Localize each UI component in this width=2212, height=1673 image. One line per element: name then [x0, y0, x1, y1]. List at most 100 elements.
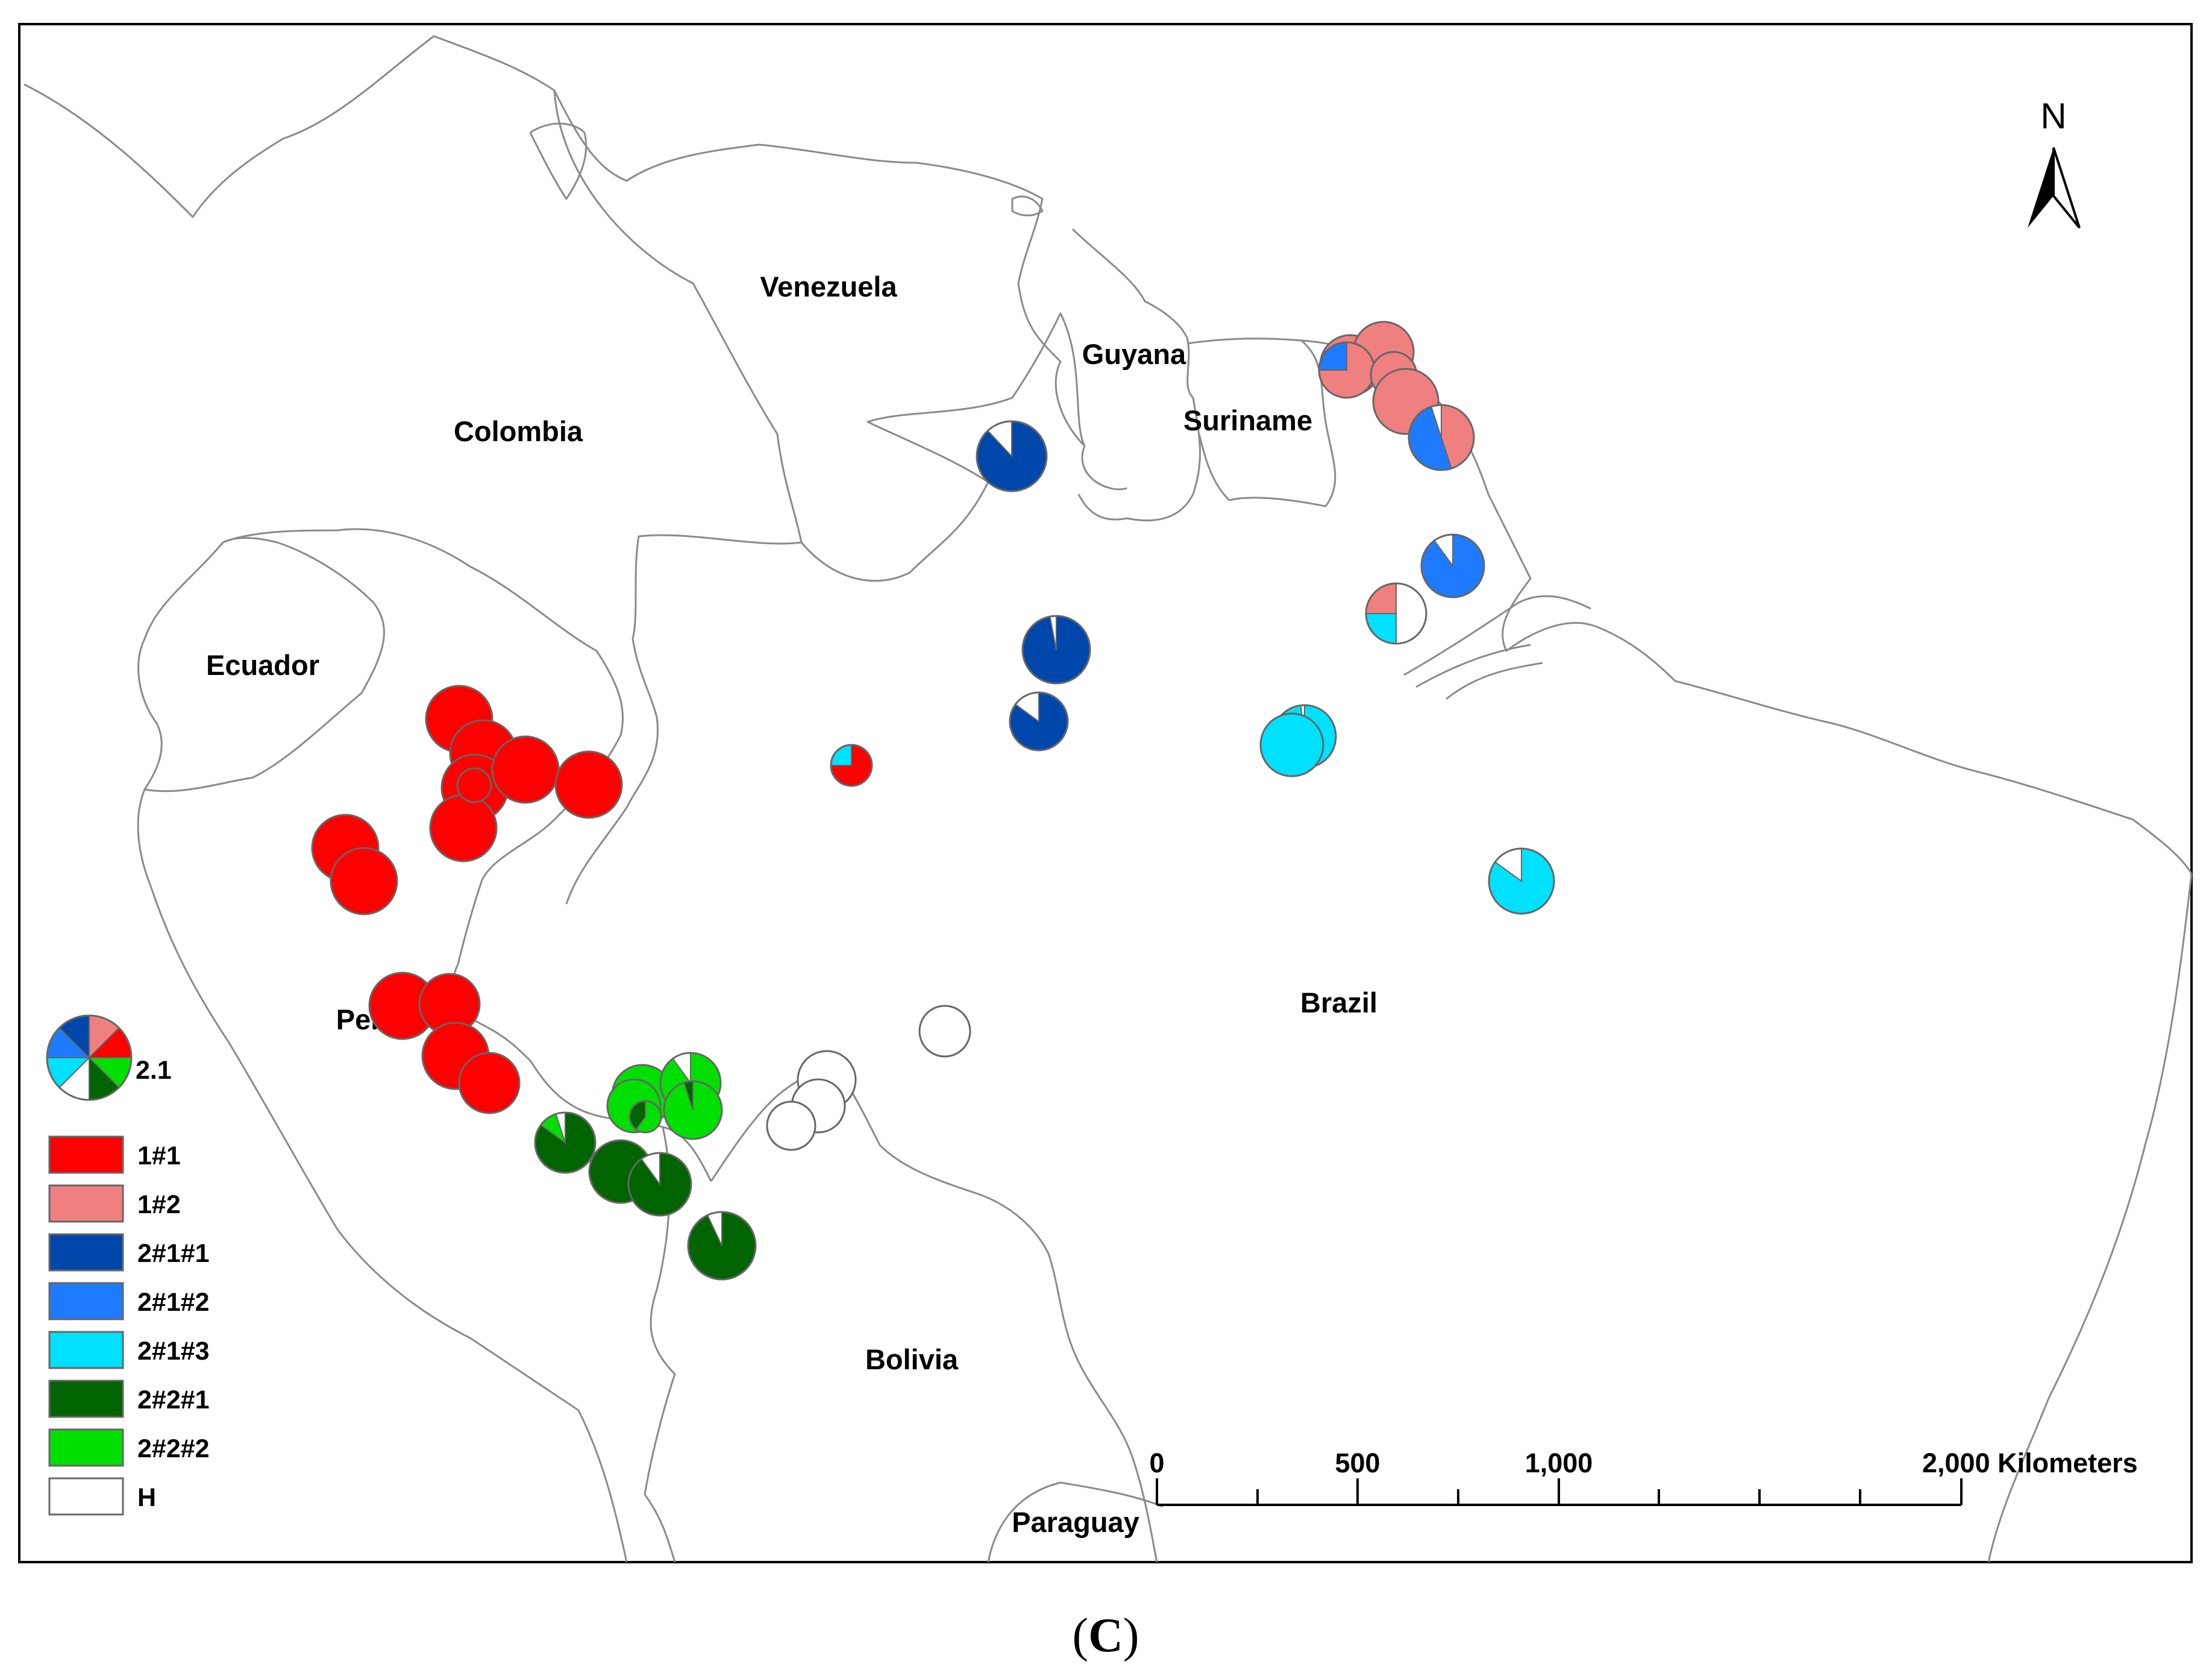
haplogroup-pie [429, 794, 498, 862]
north-arrow-right-half [2052, 147, 2081, 229]
ecuador-border [137, 537, 385, 793]
colombia-venezuela-border [553, 90, 803, 639]
haplogroup-pie [687, 1211, 757, 1281]
scale-label-1000: 1,000 [1525, 1448, 1593, 1478]
haplogroup-pie [830, 744, 873, 787]
pie-outline [976, 420, 1048, 492]
amazon-delta [1403, 595, 1591, 700]
pie-outline [1488, 847, 1555, 915]
legend-label: 2#1#2 [137, 1288, 210, 1317]
suriname-border [1186, 337, 1336, 507]
panel-label-close: ) [1123, 1609, 1139, 1662]
legend-sample-outline [46, 1014, 133, 1101]
scale-label-2000: 2,000 Kilometers [1922, 1448, 2138, 1478]
legend-sample-pie [46, 1014, 133, 1101]
pie-slice [429, 794, 498, 862]
haplogroup-pie [976, 420, 1048, 492]
legend-swatch [48, 1184, 124, 1223]
pacific-coastline [137, 789, 579, 1411]
pie-outline [663, 1080, 723, 1140]
caribbean-coastline [23, 35, 1044, 284]
panel-label-letter: C [1088, 1609, 1123, 1662]
haplogroup-pie [1420, 533, 1485, 598]
country-label-venezuela: Venezuela [760, 271, 897, 303]
pie-slice [1259, 712, 1324, 777]
legend-label: 2#1#3 [137, 1337, 210, 1366]
southern-borders [577, 1410, 676, 1563]
pie-slice [491, 735, 560, 804]
haplogroup-pie [1488, 847, 1555, 915]
legend-label: 1#2 [137, 1190, 181, 1219]
haplogroup-pie [491, 735, 560, 804]
country-label-ecuador: Ecuador [206, 649, 319, 681]
haplogroup-pie [627, 1152, 692, 1217]
colombia-peru-border [222, 528, 624, 965]
haplogroup-pie [1408, 404, 1475, 471]
haplogroup-pie [1365, 582, 1427, 645]
haplogroup-pie [330, 847, 398, 915]
legend: 2.1 1#1 1#2 2#1#1 2#1#2 2#1#3 2#2#1 2#2#2 H [46, 1014, 210, 1516]
pie-outline [628, 1100, 662, 1134]
atlantic-coastline-north [1301, 339, 2193, 874]
atlantic-coastline-east [1987, 873, 2193, 1563]
country-label-guyana: Guyana [1082, 338, 1186, 370]
guyana-border [1017, 228, 1201, 522]
haplogroup-pie [918, 1005, 971, 1058]
legend-items: 1#1 1#2 2#1#1 2#1#2 2#1#3 2#2#1 2#2#2 H [48, 1135, 210, 1516]
haplogroup-pie [554, 750, 623, 819]
pie-slice [554, 750, 623, 819]
trinidad [1011, 195, 1044, 216]
map-frame [18, 23, 2193, 1563]
haplogroup-pie [1259, 712, 1324, 777]
colombia-brazil-border [565, 638, 659, 905]
lake-maracaibo [529, 122, 587, 200]
panel-label: (C) [1072, 1609, 1139, 1662]
country-label-paraguay: Paraguay [1012, 1506, 1139, 1538]
pie-outline [627, 1152, 692, 1217]
scale-bar: 0 500 1,000 2,000 Kilometers [1149, 1448, 2138, 1506]
legend-swatch [48, 1135, 124, 1174]
legend-swatch [48, 1282, 124, 1320]
haplogroup-pie [458, 1052, 521, 1114]
country-label-brazil: Brazil [1300, 987, 1377, 1019]
country-labels: Venezuela Guyana Suriname Colombia Ecuad… [206, 271, 1377, 1538]
legend-swatch [48, 1428, 124, 1467]
pie-outline [1420, 533, 1485, 598]
north-arrow-left-half [2028, 148, 2054, 228]
pie-outline [1021, 615, 1091, 685]
haplogroup-pie [1318, 341, 1376, 399]
venezuela-brazil-border [800, 312, 1127, 582]
haplogroup-pie [663, 1080, 723, 1140]
pie-slice [330, 847, 398, 915]
haplogroup-pie [766, 1100, 816, 1151]
haplogroup-pie-markers [311, 321, 1555, 1281]
pie-slice [918, 1005, 971, 1058]
scale-label-500: 500 [1335, 1448, 1380, 1478]
legend-swatch [48, 1331, 124, 1369]
north-arrow-label: N [2040, 96, 2066, 136]
pie-slice [458, 1052, 521, 1114]
pie-outline [687, 1211, 757, 1281]
country-label-suriname: Suriname [1183, 404, 1312, 436]
legend-swatch [48, 1233, 124, 1272]
pie-outline [1408, 404, 1475, 471]
legend-label: 1#1 [137, 1141, 181, 1170]
pie-outline [1009, 691, 1069, 752]
pie-outline [534, 1111, 597, 1174]
pie-outline [1365, 582, 1427, 645]
north-arrow: N [2028, 96, 2081, 229]
haplogroup-pie [628, 1100, 662, 1134]
scale-label-0: 0 [1149, 1448, 1164, 1478]
haplogroup-pie [456, 767, 492, 803]
legend-label: H [137, 1483, 156, 1512]
paraguay-border [987, 1481, 1164, 1563]
legend-label: 2#2#2 [137, 1434, 210, 1463]
legend-sample-label: 2.1 [136, 1056, 172, 1085]
country-borders [23, 35, 2193, 1563]
legend-label: 2#2#1 [137, 1386, 210, 1414]
legend-swatch [48, 1380, 124, 1418]
pie-slice [456, 767, 492, 803]
haplogroup-pie [1009, 691, 1069, 752]
